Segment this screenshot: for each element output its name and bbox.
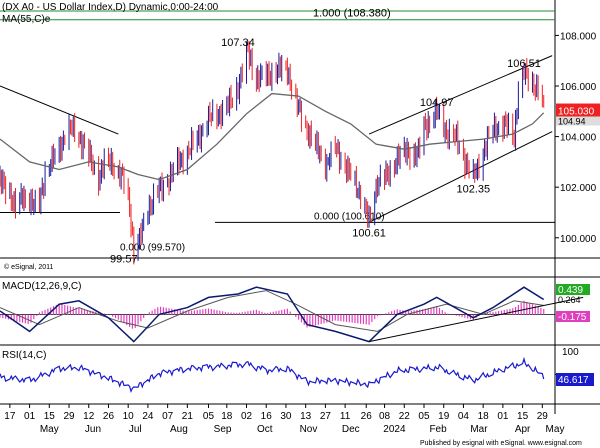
x-tick-label: 26: [103, 411, 115, 422]
x-tick-label: 18: [221, 411, 233, 422]
y-tick-label: 102.000: [560, 183, 597, 194]
hist-value-box: [556, 311, 590, 322]
trendline-downtrend-2023: [0, 85, 119, 135]
rsi-panel[interactable]: 100 RSI(14,C) 46.617: [0, 344, 600, 405]
x-tick-label: 17: [4, 411, 16, 422]
macd-trendline: [368, 296, 584, 343]
x-tick-label: 27: [320, 411, 332, 422]
ma-value-label: 104.94: [558, 117, 586, 127]
x-tick-label: 11: [340, 411, 351, 422]
y-tick-label: 108.000: [560, 31, 597, 42]
price-annotation: 100.61: [352, 227, 386, 239]
macd-line: [0, 286, 545, 343]
x-tick-label: 29: [63, 411, 75, 422]
trendline-lower-channel: [368, 131, 553, 223]
x-tick-label: 08: [379, 411, 391, 422]
level-label: 0.000 (100.610): [314, 211, 385, 222]
x-tick-label: 13: [300, 411, 312, 422]
x-tick-label: 01: [497, 411, 509, 422]
ma-label: MA(55,C)e: [2, 14, 51, 25]
x-tick-label: 01: [24, 411, 36, 422]
x-tick-label: 21: [182, 411, 194, 422]
ma55-line: [0, 92, 545, 181]
level-label: 0.000 (99.570): [120, 243, 185, 254]
x-tick-label: 29: [537, 411, 549, 422]
x-axis: 17 01 15 29 12 26 10 24 07 21 05 18 02 16 30 13 27 11 26 08…: [4, 404, 564, 435]
x-month-label: Nov: [300, 424, 318, 435]
x-tick-label: 15: [517, 411, 529, 422]
rsi-line: [0, 356, 545, 394]
rsi-value-box: [556, 373, 594, 386]
x-tick-label: 12: [83, 411, 95, 422]
x-month-label: May: [40, 424, 59, 435]
macd-value-label: 0.439: [558, 285, 583, 296]
x-tick-label: 19: [438, 411, 450, 422]
x-tick-label: 16: [261, 411, 273, 422]
fib-level-label: 1.000 (108.380): [313, 8, 391, 20]
macd-signal-line: [0, 290, 544, 332]
x-month-label: Mar: [470, 424, 488, 435]
y-tick-label: 104.000: [560, 133, 597, 144]
x-tick-label: 30: [280, 411, 292, 422]
price-panel[interactable]: 100.000 102.000 104.000 106.000 108.000 1.000…: [0, 0, 600, 414]
x-tick-label: 05: [203, 411, 215, 422]
x-month-label: 2024: [383, 424, 406, 435]
price-annotation: 106.51: [507, 58, 541, 70]
x-month-label: Dec: [342, 424, 360, 435]
x-month-label: Jun: [85, 424, 101, 435]
x-month-label: May: [546, 424, 565, 435]
price-annotation: 107.34: [221, 37, 255, 49]
rsi-value-label: 46.617: [558, 375, 589, 386]
price-annotation: 99.57: [110, 254, 138, 266]
y-tick-label: 100.000: [560, 234, 597, 245]
macd-title: MACD(12,26,9,C): [2, 281, 81, 292]
x-tick-label: 07: [162, 411, 174, 422]
x-tick-label: 10: [123, 411, 135, 422]
macd-value-box: [556, 284, 590, 295]
last-price-box: [556, 103, 600, 117]
x-tick-label: 05: [418, 411, 430, 422]
last-price-label: 105.030: [558, 107, 595, 118]
x-month-label: Jul: [129, 424, 142, 435]
y-tick-label: 106.000: [560, 82, 597, 93]
signal-value-label: 0.264: [558, 295, 581, 305]
footer-label: Published by esignal with eSignal. www.e…: [420, 440, 582, 447]
x-month-label: Apr: [515, 424, 531, 435]
x-tick-label: 18: [478, 411, 490, 422]
x-tick-label: 04: [458, 411, 470, 422]
rsi-title: RSI(14,C): [2, 350, 46, 361]
x-tick-label: 26: [361, 411, 373, 422]
ma-value-box: [556, 116, 600, 126]
x-month-label: Oct: [257, 424, 273, 435]
x-tick-label: 15: [44, 411, 56, 422]
chart-title: (DX A0 - US Dollar Index,D) Dynamic,0:00…: [2, 2, 219, 13]
price-annotation: 104.97: [420, 97, 454, 109]
rsi-tick-label: 100: [562, 347, 579, 358]
x-tick-label: 22: [399, 411, 411, 422]
hist-value-label: -0.175: [558, 312, 587, 323]
copyright-label: © eSignal, 2011: [4, 263, 54, 271]
x-tick-label: 02: [241, 411, 253, 422]
price-annotation: 102.35: [456, 183, 490, 195]
x-tick-label: 24: [142, 411, 154, 422]
x-month-label: Feb: [429, 424, 447, 435]
x-month-label: Aug: [170, 424, 188, 435]
trendline-upper-channel: [368, 55, 553, 135]
x-month-label: Sep: [214, 424, 232, 435]
